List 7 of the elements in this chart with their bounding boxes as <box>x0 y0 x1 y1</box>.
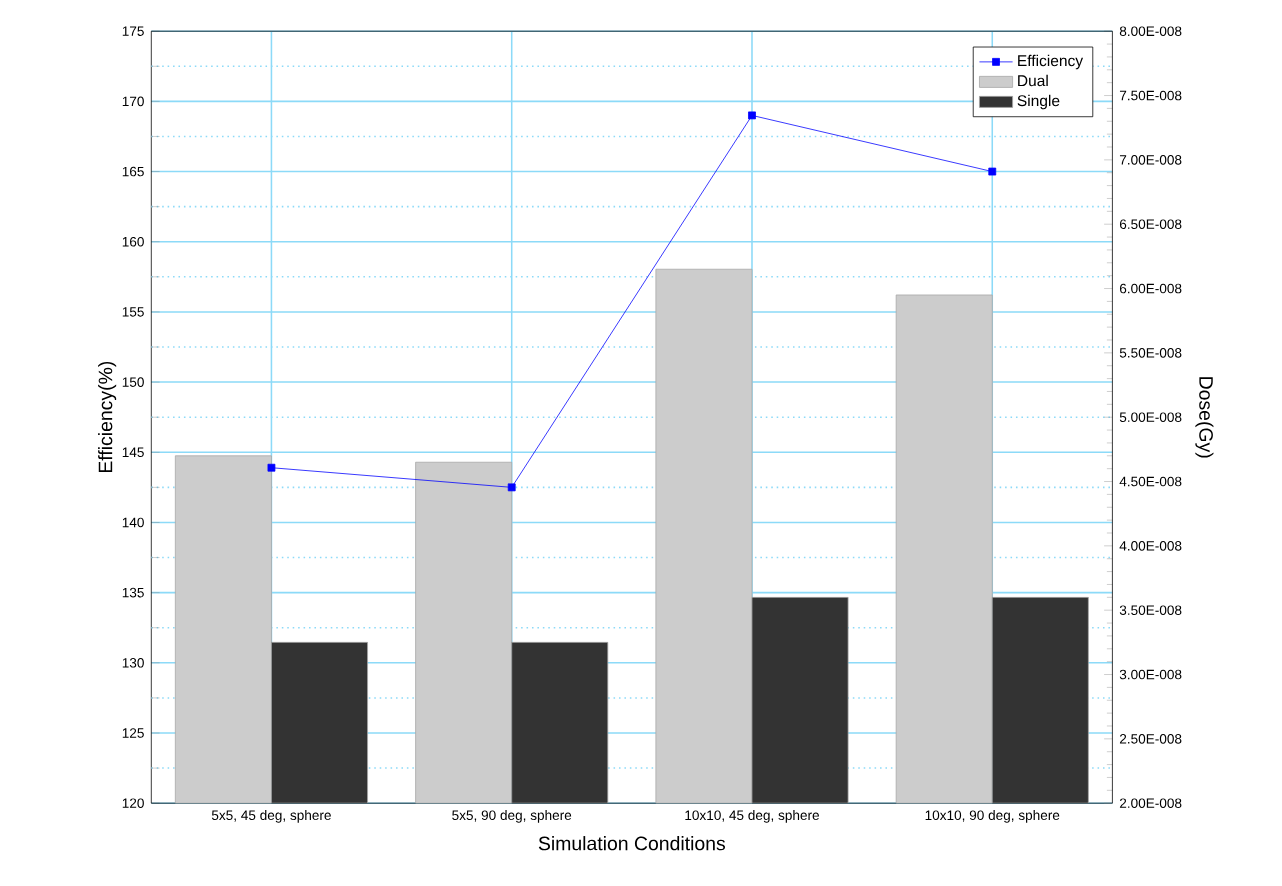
point <box>988 168 997 176</box>
point <box>748 111 756 120</box>
point <box>267 464 276 473</box>
x-axis-title: Simulation Conditions <box>538 836 726 851</box>
y-axis-title: Efficiency(%) <box>98 362 117 473</box>
point <box>507 483 516 492</box>
y2-axis-title: Dose(Gy) <box>1195 377 1214 458</box>
